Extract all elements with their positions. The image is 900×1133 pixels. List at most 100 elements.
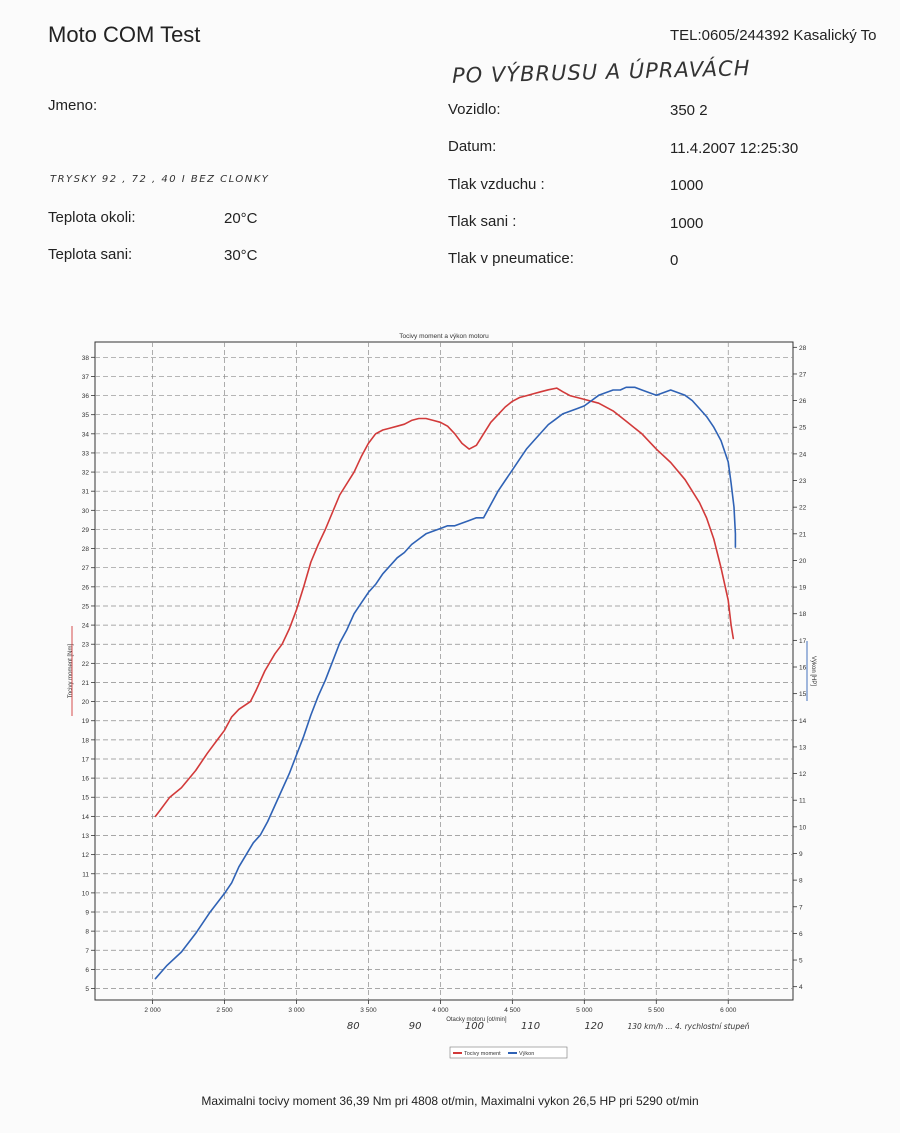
y2-tick-label: 18 <box>799 611 807 618</box>
y-tick-label: 19 <box>82 718 90 725</box>
y-tick-label: 10 <box>82 890 90 897</box>
y-tick-label: 21 <box>82 680 90 687</box>
y-tick-label: 15 <box>82 795 90 802</box>
dyno-chart: 5 6 7 8 9 10 11 12 13 14 15 16 17 18 19 20 21 22 23 24 25 26 2… <box>68 333 816 1059</box>
chart-title: Tocivy moment a výkon motoru <box>399 333 489 340</box>
handwritten-speed-annotation: 100 <box>465 1021 484 1032</box>
y-tick-label: 34 <box>82 431 90 438</box>
y2-tick-label: 8 <box>799 878 803 885</box>
datum-value: 11.4.2007 12:25:30 <box>670 140 799 157</box>
y-tick-label: 31 <box>82 489 90 496</box>
x-tick-label: 2 500 <box>216 1007 233 1014</box>
vozidlo-label: Vozidlo: <box>448 101 501 118</box>
y2-tick-label: 28 <box>799 345 807 352</box>
y-tick-label: 5 <box>85 986 89 993</box>
y2-tick-label: 26 <box>799 398 807 405</box>
y-tick-label: 18 <box>82 737 90 744</box>
teplota-sani-value: 30°C <box>224 247 258 264</box>
y2-tick-label: 10 <box>799 824 807 831</box>
teplota-sani-label: Teplota sani: <box>48 246 133 263</box>
y2-tick-label: 27 <box>799 371 807 378</box>
y2-tick-label: 24 <box>799 451 807 458</box>
y2-tick-label: 4 <box>799 984 803 991</box>
y-tick-label: 38 <box>82 355 90 362</box>
y2-tick-label: 21 <box>799 531 807 538</box>
y-tick-label: 28 <box>82 546 90 553</box>
y2-tick-label: 20 <box>799 558 807 565</box>
plot-frame <box>94 341 794 1001</box>
y2-tick-label: 16 <box>799 665 807 672</box>
tlak-sani-value: 1000 <box>670 215 704 232</box>
y-tick-label: 33 <box>82 450 90 457</box>
y-tick-label: 23 <box>82 642 90 649</box>
footer-summary: Maximalni tocivy moment 36,39 Nm pri 480… <box>201 1094 699 1108</box>
teplota-okoli-value: 20°C <box>224 210 258 227</box>
x-tick-label: 2 000 <box>144 1007 161 1014</box>
y2-tick-label: 11 <box>799 798 806 805</box>
tlak-sani-label: Tlak sani : <box>448 213 517 230</box>
handwritten-title: PO VÝBRUSU A ÚPRAVÁCH <box>451 56 751 88</box>
y2-tick-label: 17 <box>799 638 807 645</box>
y-tick-label: 14 <box>82 814 90 821</box>
y2-tick-label: 6 <box>799 931 803 938</box>
y2-tick-label: 13 <box>799 744 807 751</box>
x-tick-label: 5 000 <box>576 1007 593 1014</box>
vozidlo-value: 350 2 <box>670 102 708 119</box>
handwritten-note: TRYSKY 92 , 72 , 40 I BEZ CLONKY <box>50 174 270 185</box>
datum-label: Datum: <box>448 138 497 155</box>
y-tick-label: 17 <box>82 756 90 763</box>
x-tick-label: 3 000 <box>288 1007 305 1014</box>
tlak-pneu-label: Tlak v pneumatice: <box>448 250 574 267</box>
y2-tick-label: 5 <box>799 958 803 965</box>
y-tick-label: 7 <box>85 948 89 955</box>
y-tick-label: 8 <box>85 929 89 936</box>
handwritten-speed-annotation: 110 <box>521 1021 540 1032</box>
y-tick-label: 25 <box>82 603 90 610</box>
y-tick-label: 11 <box>82 871 89 878</box>
y-tick-label: 36 <box>82 393 90 400</box>
tlak-vzduchu-label: Tlak vzduchu : <box>448 176 545 193</box>
teplota-okoli-label: Teplota okoli: <box>48 209 136 226</box>
legend-label-power: Výkon <box>519 1051 534 1057</box>
tlak-pneu-value: 0 <box>670 252 679 269</box>
tlak-vzduchu-value: 1000 <box>670 177 704 194</box>
y-tick-label: 24 <box>82 623 90 630</box>
handwritten-speed-annotation: 80 <box>347 1021 360 1032</box>
y2-tick-label: 22 <box>799 505 807 512</box>
series-line-torque <box>154 387 735 818</box>
y2-tick-label: 14 <box>799 718 807 725</box>
tel-contact: TEL:0605/244392 Kasalický To <box>670 27 877 44</box>
x-axis-label: Otacky motoru [ot/min] <box>446 1017 507 1023</box>
y2-tick-label: 15 <box>799 691 807 698</box>
y-tick-label: 13 <box>82 833 90 840</box>
y2-tick-label: 19 <box>799 585 807 592</box>
y2-tick-label: 9 <box>799 851 803 858</box>
y-tick-label: 27 <box>82 565 90 572</box>
y-tick-label: 22 <box>82 661 90 668</box>
y2-tick-label: 12 <box>799 771 807 778</box>
y-tick-label: 35 <box>82 412 90 419</box>
y-tick-label: 12 <box>82 852 90 859</box>
y2-tick-label: 25 <box>799 425 807 432</box>
handwritten-speed-annotation: 90 <box>409 1021 422 1032</box>
y-tick-label: 29 <box>82 527 90 534</box>
y-tick-label: 6 <box>85 967 89 974</box>
y-tick-label: 26 <box>82 584 90 591</box>
y2-tick-label: 7 <box>799 904 803 911</box>
x-tick-label: 5 500 <box>648 1007 665 1014</box>
y-tick-label: 20 <box>82 699 90 706</box>
x-tick-label: 6 000 <box>720 1007 737 1014</box>
handwritten-speed-annotation: 120 <box>584 1021 603 1032</box>
x-tick-label: 4 000 <box>432 1007 449 1014</box>
series-line-power <box>154 386 737 980</box>
jmeno-label: Jmeno: <box>48 97 98 114</box>
y-axis-label: Tocivy moment [Nm] <box>68 643 74 698</box>
y-tick-label: 30 <box>82 508 90 515</box>
x-tick-label: 4 500 <box>504 1007 521 1014</box>
y2-axis-label: Výkon [HP] <box>810 656 816 686</box>
y-tick-label: 9 <box>85 910 89 917</box>
legend-label-torque: Tocivy moment <box>464 1051 501 1057</box>
y-tick-label: 32 <box>82 470 90 477</box>
handwritten-speed-annotation: 130 km/h ... 4. rychlostní stupeň <box>627 1022 749 1031</box>
x-tick-label: 3 500 <box>360 1007 377 1014</box>
